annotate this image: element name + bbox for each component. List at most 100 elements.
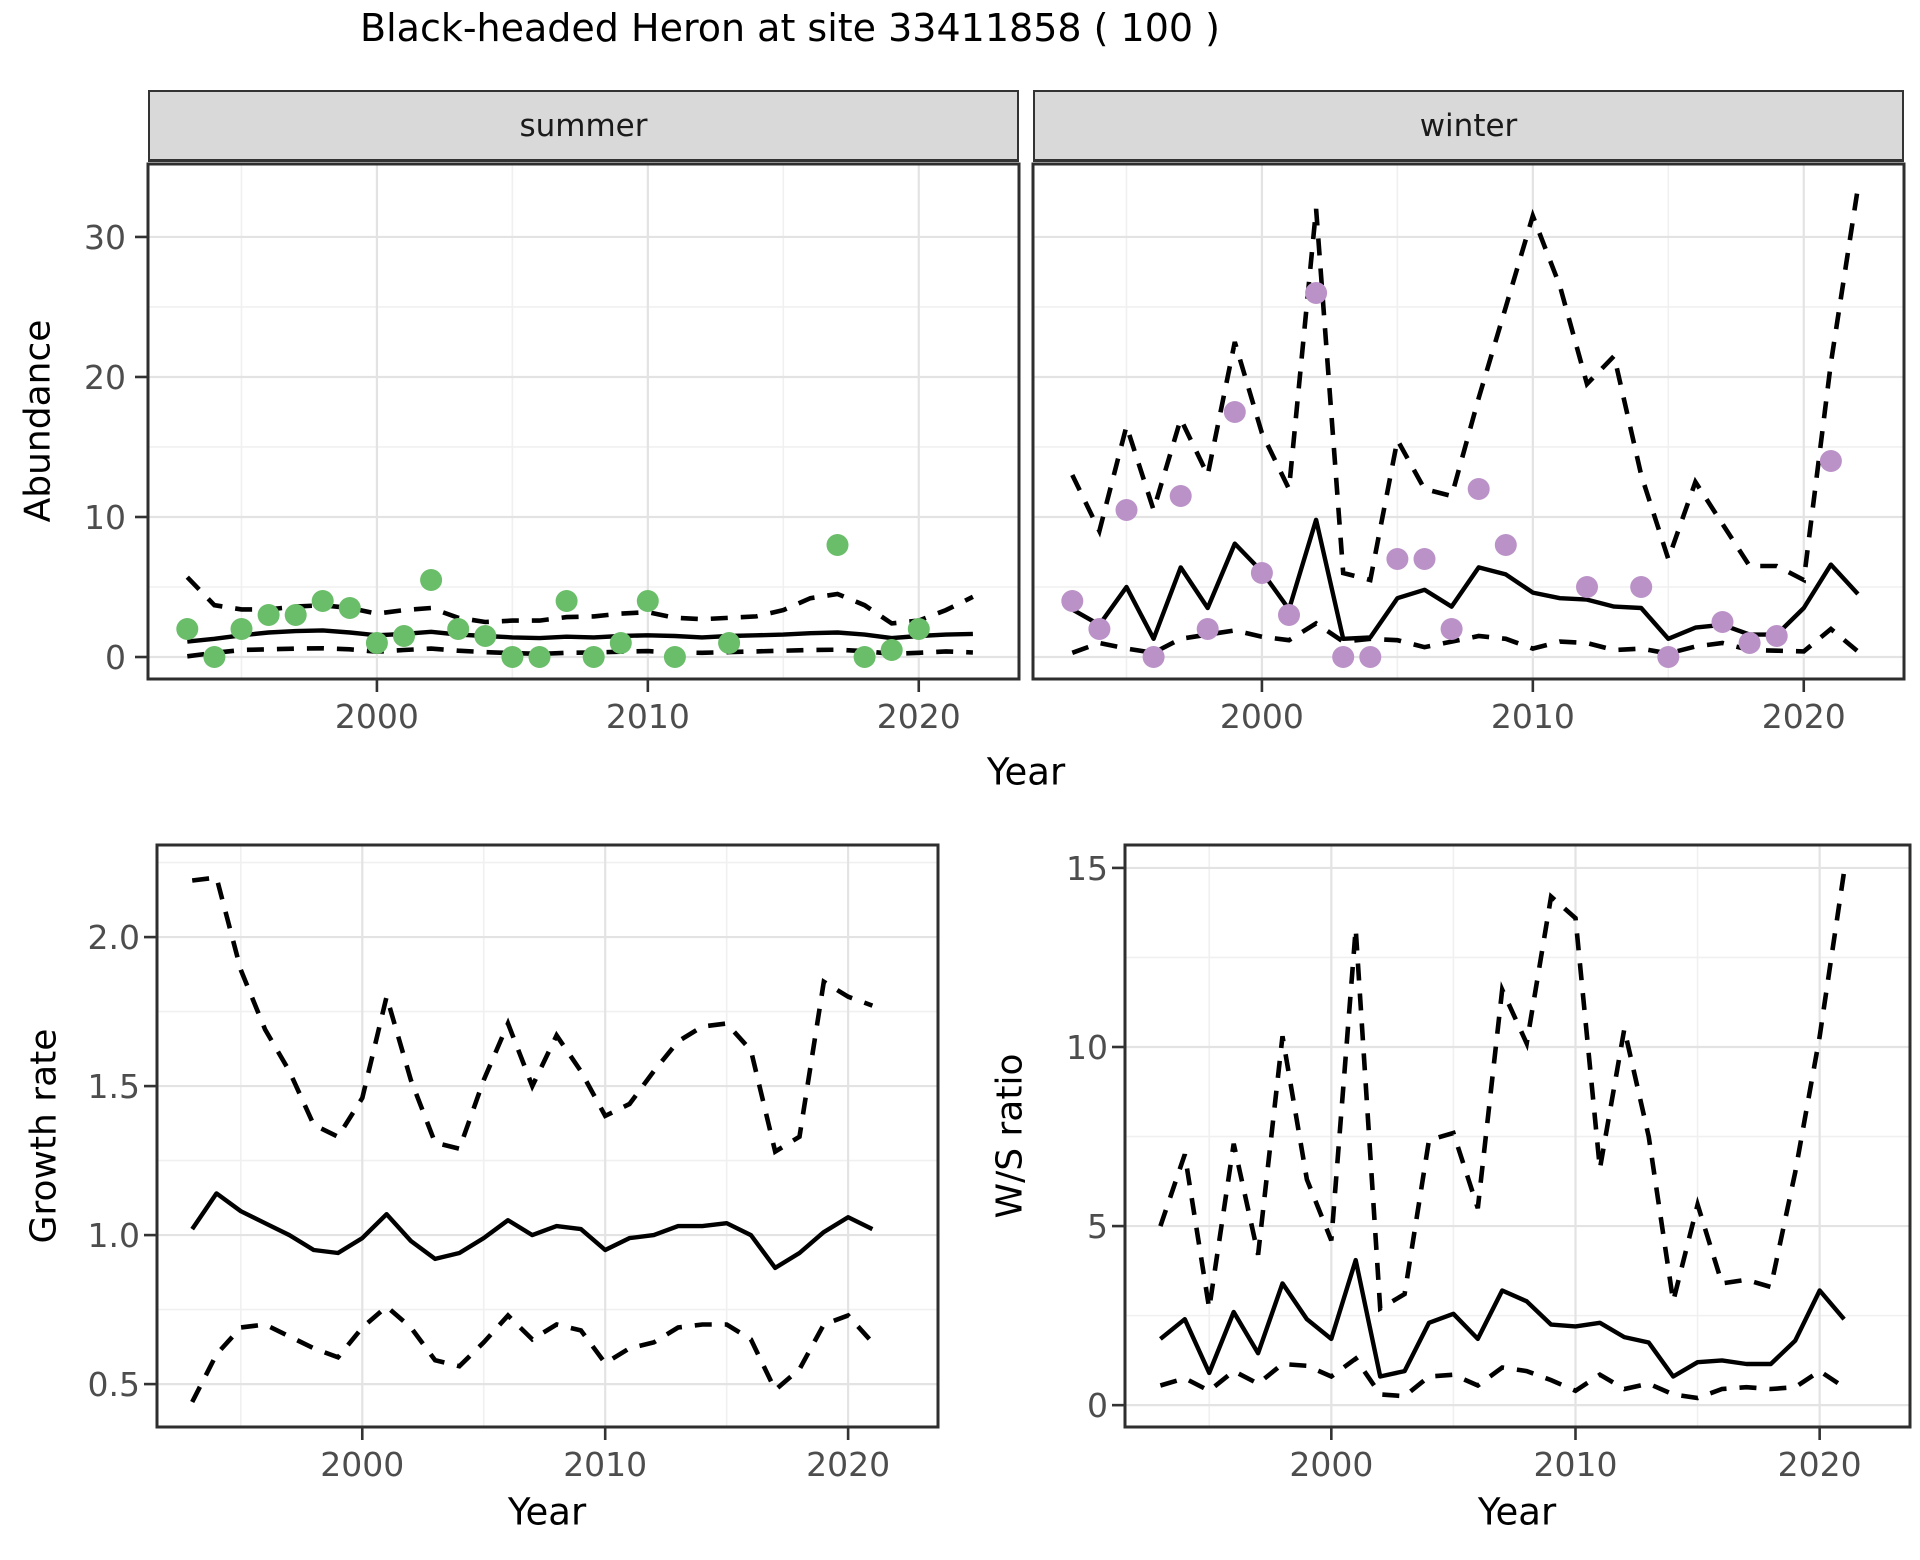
data-point: [636, 590, 659, 612]
data-point: [528, 646, 551, 668]
data-point: [311, 590, 334, 612]
data-point: [1467, 478, 1490, 500]
x-tick-label: 2010: [606, 697, 690, 736]
data-point: [1115, 499, 1138, 521]
y-axis-title-ws-ratio: W/S ratio: [989, 1053, 1031, 1219]
y-tick-label: 0: [105, 638, 126, 677]
data-point: [1819, 450, 1842, 472]
panel-border: [155, 843, 940, 1429]
data-point: [582, 646, 605, 668]
facet-strip-summer: summer: [148, 90, 1019, 162]
y-tick-label: 0.5: [88, 1365, 140, 1404]
facet-label-summer: summer: [519, 107, 648, 144]
x-tick-label: 2000: [335, 697, 419, 736]
y-tick-label: 10: [1066, 1028, 1108, 1067]
data-point: [1386, 548, 1409, 570]
data-point: [203, 646, 226, 668]
data-point: [1359, 646, 1382, 668]
data-point: [474, 625, 497, 647]
data-point: [907, 618, 930, 640]
x-tick-label: 2020: [877, 697, 961, 736]
x-tick-label: 2000: [1289, 1445, 1373, 1484]
data-point: [1169, 485, 1192, 507]
data-point: [609, 632, 632, 654]
panel-growth-rate: [157, 845, 938, 1427]
data-point: [1196, 618, 1219, 640]
data-point: [1711, 611, 1734, 633]
ci-upper-line: [1070, 187, 1861, 584]
x-tick-label: 2020: [1762, 697, 1846, 736]
y-axis-title-growth-rate: Growth rate: [23, 1028, 65, 1244]
data-point: [826, 534, 849, 556]
panel-abundance-summer: [148, 164, 1019, 679]
ci-upper-line: [191, 874, 874, 1156]
ci-lower-line: [1159, 1355, 1846, 1401]
data-point: [176, 618, 199, 640]
y-tick-label: 15: [1066, 849, 1108, 888]
data-point: [230, 618, 253, 640]
y-axis-title-abundance: Abundance: [17, 319, 59, 523]
data-point: [447, 618, 470, 640]
facet-label-winter: winter: [1419, 107, 1518, 144]
ci-upper-line: [185, 575, 974, 626]
panel-border: [1123, 843, 1912, 1429]
data-point: [1142, 646, 1165, 668]
y-tick-label: 10: [84, 498, 126, 537]
data-point: [555, 590, 578, 612]
x-tick-label: 2010: [1491, 697, 1575, 736]
panel-border: [1031, 162, 1906, 681]
data-point: [718, 632, 741, 654]
data-point: [1657, 646, 1680, 668]
data-point: [853, 646, 876, 668]
data-point: [880, 639, 903, 661]
data-point: [1630, 576, 1653, 598]
panel-abundance-winter: [1033, 164, 1904, 679]
data-point: [1088, 618, 1111, 640]
y-tick-label: 0: [1087, 1386, 1108, 1425]
data-point: [1413, 548, 1436, 570]
x-axis-title-growth: Year: [507, 1490, 587, 1534]
data-point: [338, 597, 361, 619]
page-title: Black-headed Heron at site 33411858 ( 10…: [360, 6, 1220, 50]
data-point: [365, 632, 388, 654]
y-tick-label: 1.5: [88, 1067, 140, 1106]
x-tick-label: 2000: [320, 1445, 404, 1484]
panel-border: [146, 162, 1021, 681]
fit-line: [190, 1191, 874, 1271]
y-tick-label: 2.0: [88, 918, 140, 957]
x-tick-label: 2010: [1533, 1445, 1617, 1484]
data-point: [1332, 646, 1355, 668]
data-point: [257, 604, 280, 626]
x-tick-label: 2020: [806, 1445, 890, 1484]
data-point: [663, 646, 686, 668]
data-point: [284, 604, 307, 626]
y-tick-label: 1.0: [88, 1216, 140, 1255]
y-tick-label: 5: [1087, 1207, 1108, 1246]
data-point: [1494, 534, 1517, 556]
data-point: [1278, 604, 1300, 626]
data-point: [1576, 576, 1598, 598]
x-tick-label: 2010: [563, 1445, 647, 1484]
fit-line: [1159, 1257, 1846, 1379]
x-tick-label: 2000: [1220, 697, 1304, 736]
data-point: [1061, 590, 1084, 612]
x-tick-label: 2020: [1778, 1445, 1862, 1484]
data-point: [1738, 632, 1761, 654]
data-point: [1765, 625, 1788, 647]
data-point: [501, 646, 524, 668]
ci-lower-line: [190, 1303, 875, 1404]
x-axis-title-top: Year: [986, 750, 1066, 794]
data-point: [1440, 618, 1463, 640]
data-point: [1223, 401, 1246, 423]
ci-upper-line: [1158, 871, 1847, 1313]
data-point: [393, 625, 415, 647]
x-axis-title-ws: Year: [1477, 1490, 1557, 1534]
data-point: [1305, 282, 1328, 304]
data-point: [1250, 562, 1273, 584]
ci-lower-line: [187, 645, 973, 659]
y-tick-label: 20: [84, 358, 126, 397]
fit-line: [187, 628, 973, 644]
y-tick-label: 30: [84, 218, 126, 257]
